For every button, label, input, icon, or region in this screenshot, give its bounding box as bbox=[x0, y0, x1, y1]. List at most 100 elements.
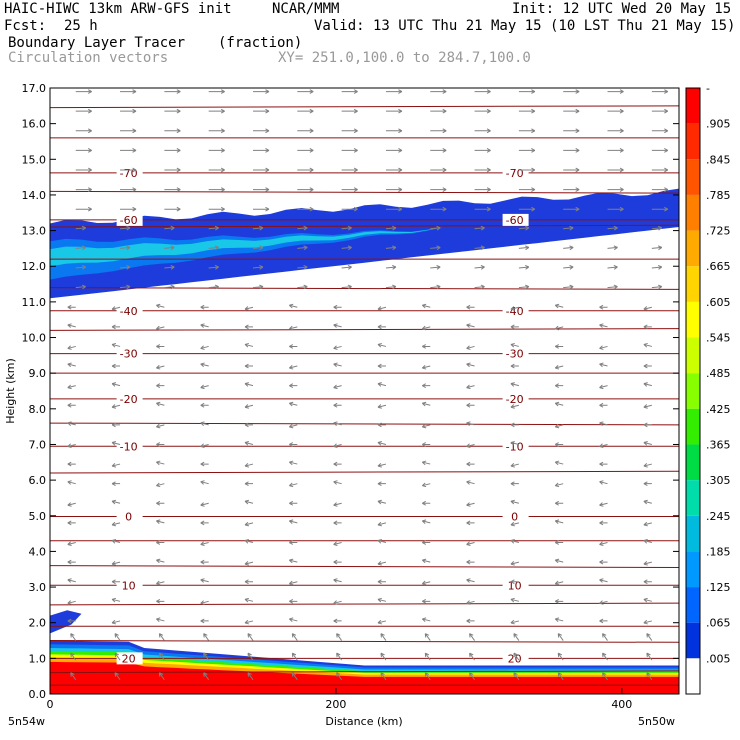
colorbar-swatch bbox=[686, 123, 700, 160]
vector-arrow bbox=[510, 324, 519, 330]
contour-line bbox=[49, 640, 680, 643]
vector-arrow bbox=[333, 578, 342, 583]
y-tick-label: 2.0 bbox=[29, 617, 47, 630]
colorbar-label: .485 bbox=[706, 367, 731, 380]
vector-arrow bbox=[380, 672, 387, 681]
vector-arrow bbox=[120, 206, 137, 212]
vector-arrow bbox=[114, 633, 121, 641]
vector-arrow bbox=[424, 633, 431, 641]
contour-line bbox=[49, 670, 680, 674]
vector-arrow bbox=[474, 89, 491, 94]
contour-label: 0 bbox=[125, 510, 132, 523]
vector-arrow bbox=[607, 206, 624, 212]
vector-arrow bbox=[377, 404, 387, 409]
vector-arrow bbox=[156, 364, 165, 370]
vector-arrow bbox=[385, 206, 403, 212]
vector-arrow bbox=[607, 264, 618, 270]
y-tick-label: 9.0 bbox=[29, 367, 47, 380]
contour-line bbox=[49, 105, 680, 109]
upper-tracer-band-2 bbox=[50, 207, 679, 267]
title-left: HAIC-HIWC 13km ARW-GFS init bbox=[4, 1, 232, 17]
vector-arrow bbox=[510, 404, 520, 409]
vector-arrow bbox=[252, 108, 270, 114]
contour-line bbox=[49, 328, 680, 331]
contour-line bbox=[49, 224, 680, 228]
vector-arrow bbox=[336, 633, 343, 641]
vector-arrow bbox=[164, 187, 181, 192]
y-tick-label: 12.0 bbox=[22, 260, 47, 273]
colorbar-swatch bbox=[686, 480, 700, 516]
vector-arrow bbox=[158, 652, 165, 661]
vector-arrow bbox=[422, 540, 431, 545]
vector-arrow bbox=[156, 460, 165, 466]
temperature-contour-layer: -70 -70 -60 -60 -40 -40 -30 -30 -20 -20 -10 -10 0 0 10… bbox=[49, 105, 680, 686]
vector-arrow bbox=[289, 540, 298, 545]
vector-arrow bbox=[111, 342, 121, 348]
vector-arrow bbox=[111, 481, 121, 487]
vector-arrow bbox=[297, 284, 308, 290]
vector-arrow bbox=[643, 306, 652, 311]
vector-arrow bbox=[341, 284, 352, 290]
vector-arrow bbox=[651, 206, 669, 212]
contour-label: -20 bbox=[120, 393, 138, 406]
vector-arrow bbox=[247, 672, 254, 681]
vector-arrow bbox=[643, 539, 652, 544]
vector-arrow bbox=[377, 382, 387, 387]
vector-arrow bbox=[430, 245, 441, 251]
vector-arrow bbox=[297, 167, 314, 173]
vector-arrow bbox=[208, 225, 219, 231]
vector-arrow bbox=[164, 167, 181, 173]
vector-arrow bbox=[518, 108, 536, 114]
vector-arrow bbox=[67, 618, 76, 624]
vector-arrow bbox=[208, 245, 219, 251]
vector-arrow bbox=[466, 384, 475, 390]
vector-arrow bbox=[510, 579, 519, 585]
colorbar-swatch bbox=[686, 194, 700, 231]
vector-arrow bbox=[67, 520, 76, 526]
vector-arrow bbox=[466, 421, 475, 426]
vector-arrow bbox=[156, 580, 165, 586]
vector-arrow bbox=[651, 148, 669, 153]
vector-arrow bbox=[158, 633, 165, 641]
contour-label-bg bbox=[502, 579, 529, 592]
vector-arrow bbox=[297, 108, 314, 114]
contour-label: -30 bbox=[120, 348, 138, 361]
vector-arrow bbox=[288, 303, 298, 309]
vector-arrow bbox=[244, 539, 254, 544]
vector-arrow bbox=[563, 167, 580, 173]
vector-arrow bbox=[208, 148, 225, 153]
vector-arrow bbox=[385, 284, 397, 290]
vector-arrow bbox=[156, 325, 165, 331]
vector-arrow bbox=[333, 345, 342, 350]
vector-arrow bbox=[651, 187, 669, 192]
vector-arrow bbox=[341, 187, 358, 192]
contour-label: -30 bbox=[506, 348, 524, 361]
vector-arrow bbox=[563, 148, 580, 153]
y-tick-label: 16.0 bbox=[22, 118, 47, 131]
vector-arrow bbox=[385, 167, 403, 173]
vector-arrow bbox=[466, 345, 475, 350]
vector-arrow bbox=[297, 128, 314, 134]
vector-arrow bbox=[421, 558, 431, 564]
vector-arrow bbox=[208, 187, 225, 192]
vector-arrow bbox=[377, 481, 386, 487]
vector-arrow bbox=[518, 245, 530, 251]
colorbar-swatch bbox=[686, 444, 700, 481]
vector-arrow bbox=[291, 633, 298, 641]
vector-arrow bbox=[602, 652, 608, 661]
axis-layer: 0.0 1.0 2.0 3.0 4.0 5.0 6.0 7.0 8.0 9.0 10.0 11.0 12… bbox=[22, 82, 679, 711]
vector-arrow bbox=[244, 363, 253, 369]
contour-label-bg bbox=[116, 510, 143, 523]
contour-label: -10 bbox=[506, 440, 524, 453]
vector-arrow bbox=[510, 539, 520, 544]
vector-arrow bbox=[599, 421, 608, 426]
colorbar-label: .665 bbox=[706, 260, 731, 273]
vector-arrow bbox=[469, 633, 475, 641]
vector-arrow bbox=[385, 264, 397, 270]
vector-arrow bbox=[385, 225, 397, 231]
vector-arrow bbox=[156, 401, 165, 407]
vector-arrow bbox=[469, 652, 475, 661]
vector-arrow bbox=[563, 245, 574, 251]
vector-arrow bbox=[341, 264, 352, 270]
vector-arrow bbox=[111, 499, 121, 505]
